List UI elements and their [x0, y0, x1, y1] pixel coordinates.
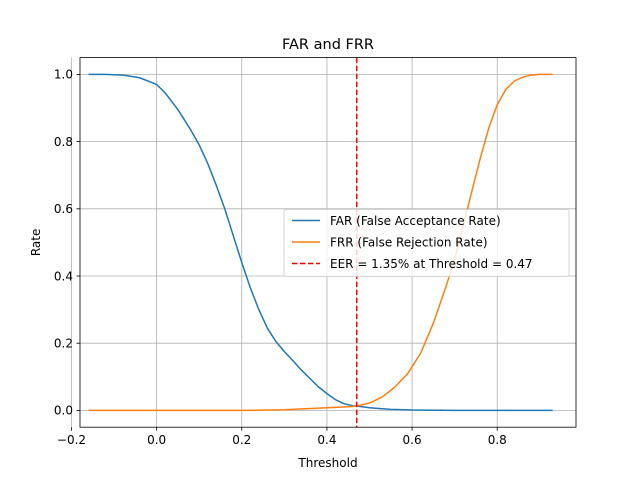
- legend-label-frr: FRR (False Rejection Rate): [330, 235, 488, 249]
- y-tick-label: 0.0: [54, 404, 73, 418]
- y-tick-label: 0.8: [54, 135, 73, 149]
- x-tick-label: 0.6: [403, 433, 422, 447]
- plot-frame: [79, 57, 577, 428]
- x-tick-label: 0.2: [232, 433, 251, 447]
- x-tick-label: −0.2: [57, 433, 86, 447]
- x-tick-label: 0.0: [147, 433, 166, 447]
- series-line-frr: [88, 73, 553, 412]
- x-tick-label: 0.8: [488, 433, 507, 447]
- y-tick-label: 1.0: [54, 68, 73, 82]
- y-axis-label: Rate: [29, 229, 43, 257]
- grid: [71, 57, 576, 428]
- axis-ticks: −0.2 0.0 0.2 0.4 0.6 0.8 0.0 0.2 0.4 0.6 0.8 1.0: [54, 68, 507, 448]
- x-tick-label: 0.4: [317, 433, 336, 447]
- legend-label-eer: EER = 1.35% at Threshold = 0.47: [330, 257, 533, 271]
- legend-label-far: FAR (False Acceptance Rate): [330, 214, 501, 228]
- chart-title: FAR and FRR: [282, 37, 374, 53]
- x-axis-label: Threshold: [297, 456, 357, 470]
- legend: FAR (False Acceptance Rate) FRR (False Re…: [283, 209, 570, 277]
- legend-box: [283, 209, 570, 277]
- series-line-far: [88, 73, 553, 412]
- y-tick-label: 0.2: [54, 337, 73, 351]
- y-tick-label: 0.4: [54, 269, 73, 283]
- y-tick-label: 0.6: [54, 202, 73, 216]
